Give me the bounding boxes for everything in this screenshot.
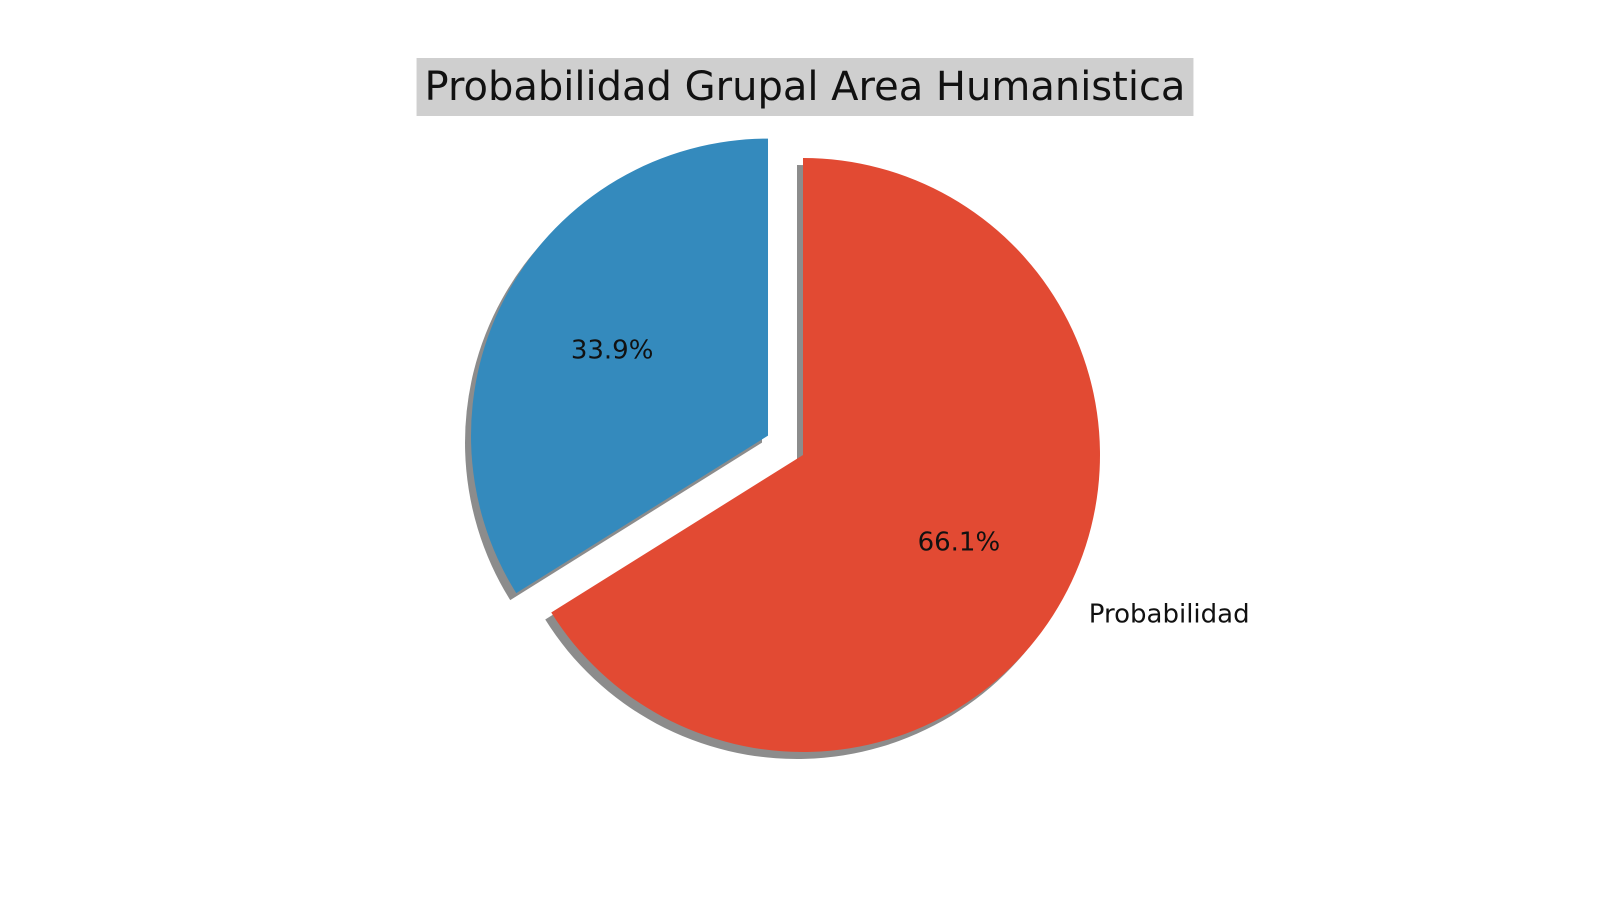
pie-slice-1	[471, 138, 769, 594]
pie-slice-percent-label: 66.1%	[918, 527, 1001, 557]
pie-labels: 66.1% Probabilidad 33.9%	[571, 335, 1250, 629]
pie-slice-percent-label: 33.9%	[571, 335, 654, 365]
pie-slices	[471, 138, 1100, 752]
pie-slice-0	[551, 158, 1100, 752]
chart-title-background	[416, 58, 1194, 116]
pie-slice-category-label: Probabilidad	[1089, 599, 1250, 629]
chart-title-group: Probabilidad Grupal Area Humanistica	[416, 58, 1194, 116]
chart-title: Probabilidad Grupal Area Humanistica	[425, 64, 1186, 110]
